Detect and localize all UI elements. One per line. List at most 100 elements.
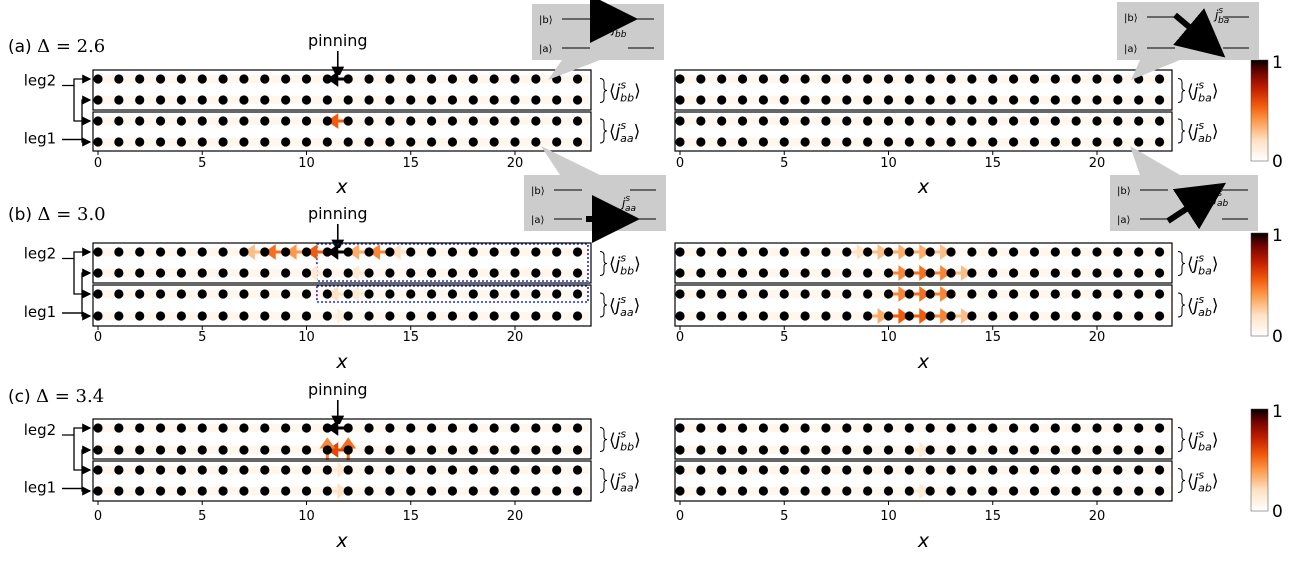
lattice-site bbox=[842, 95, 852, 105]
lattice-site bbox=[1092, 423, 1102, 433]
lattice-site bbox=[779, 465, 789, 475]
symbol: j bbox=[1192, 82, 1199, 102]
lattice-site bbox=[675, 268, 685, 278]
lattice-site bbox=[717, 247, 727, 257]
lattice-site bbox=[406, 465, 416, 475]
lattice-site bbox=[1050, 137, 1060, 147]
lattice-site bbox=[218, 116, 228, 126]
lattice-site bbox=[281, 74, 291, 84]
lattice-site bbox=[967, 247, 977, 257]
lattice-site bbox=[967, 74, 977, 84]
lattice-site bbox=[988, 247, 998, 257]
lattice-site bbox=[468, 95, 478, 105]
leg1-bracket-bottom bbox=[62, 311, 92, 321]
subscript: ab bbox=[1198, 482, 1212, 495]
lattice-site bbox=[800, 247, 810, 257]
leg2-bracket-top bbox=[62, 74, 92, 87]
lattice-site bbox=[696, 247, 706, 257]
x-tick-label: 5 bbox=[198, 156, 206, 171]
lattice-site bbox=[1050, 116, 1060, 126]
lattice-site bbox=[364, 268, 374, 278]
lattice-site bbox=[1050, 311, 1060, 321]
lattice-site bbox=[406, 423, 416, 433]
x-tick-label: 5 bbox=[198, 330, 206, 345]
symbol: j bbox=[614, 122, 621, 142]
x-tick-label: 10 bbox=[298, 330, 315, 345]
lattice-site bbox=[301, 95, 312, 105]
lattice-site bbox=[925, 137, 935, 147]
right-lattice: 0 5 10 15 20x⟨js ba⟩⟨js ab⟩ bbox=[674, 242, 1218, 373]
lattice-site bbox=[301, 465, 312, 475]
brace bbox=[599, 251, 608, 276]
lattice-site bbox=[531, 268, 541, 278]
lattice-site bbox=[1092, 137, 1102, 147]
lattice-site bbox=[510, 423, 520, 433]
bracket-close: ⟩ bbox=[634, 472, 641, 492]
lattice-site bbox=[155, 247, 166, 257]
subscript: ba bbox=[1198, 441, 1212, 454]
lattice-site bbox=[696, 95, 706, 105]
superscript: s bbox=[1198, 293, 1204, 306]
lattice-site bbox=[1071, 311, 1081, 321]
lattice-site bbox=[281, 137, 291, 147]
lattice-site bbox=[1050, 423, 1060, 433]
lattice-site bbox=[904, 445, 914, 455]
current-label: ⟨js aa⟩ bbox=[609, 119, 640, 145]
lattice-site bbox=[93, 445, 103, 455]
leg1-bracket-bottom bbox=[62, 137, 92, 147]
lattice-site bbox=[93, 116, 103, 126]
leg1-bracket-top bbox=[62, 445, 92, 490]
superscript: s bbox=[620, 428, 626, 441]
lattice-site bbox=[427, 95, 437, 105]
leg1-bracket-top bbox=[62, 268, 92, 314]
ket-b: |b⟩ bbox=[1117, 186, 1131, 197]
lattice-site bbox=[572, 486, 583, 496]
lattice-site bbox=[197, 445, 207, 455]
lattice-site bbox=[758, 116, 769, 126]
lattice-site bbox=[447, 74, 458, 84]
lattice-site bbox=[758, 137, 769, 147]
lattice-site bbox=[1113, 445, 1123, 455]
lattice-site bbox=[489, 247, 499, 257]
lattice-site bbox=[1009, 289, 1019, 299]
lattice-site bbox=[883, 268, 894, 278]
lattice-site bbox=[1113, 74, 1123, 84]
lattice-site bbox=[863, 311, 873, 321]
lattice-site bbox=[281, 423, 291, 433]
x-tick-label: 0 bbox=[676, 330, 684, 345]
lattice-site bbox=[427, 247, 437, 257]
lattice-site bbox=[1154, 445, 1165, 455]
lattice-site bbox=[427, 289, 437, 299]
lattice-site bbox=[779, 289, 789, 299]
lattice-site bbox=[1154, 137, 1165, 147]
lattice-site bbox=[93, 465, 103, 475]
lattice-site bbox=[988, 74, 998, 84]
lattice-site bbox=[531, 465, 541, 475]
lattice-site bbox=[155, 289, 166, 299]
lattice-site bbox=[114, 311, 124, 321]
lattice-site bbox=[883, 247, 894, 257]
lattice-site bbox=[1154, 465, 1165, 475]
lattice-site bbox=[385, 465, 395, 475]
lattice-site bbox=[988, 116, 998, 126]
subscript: ba bbox=[1198, 92, 1212, 105]
x-tick-label: 5 bbox=[780, 509, 788, 524]
colorbar bbox=[1250, 59, 1269, 162]
lattice-site bbox=[197, 74, 207, 84]
brace bbox=[1177, 468, 1186, 493]
lattice-site bbox=[322, 268, 332, 278]
symbol: j bbox=[614, 296, 621, 316]
lattice-site bbox=[176, 137, 186, 147]
lattice-site bbox=[135, 486, 145, 496]
lattice-site bbox=[385, 95, 395, 105]
bracket-open: ⟨ bbox=[609, 122, 616, 142]
callout-ba: |b⟩ |a⟩ js ba bbox=[1117, 2, 1259, 80]
bracket-close: ⟩ bbox=[1212, 82, 1219, 102]
lattice-site bbox=[883, 465, 894, 475]
lattice-site bbox=[1154, 486, 1165, 496]
right-lattice: 0 5 10 15 20x⟨js ba⟩⟨js ab⟩ bbox=[674, 69, 1219, 198]
lattice-site bbox=[531, 74, 541, 84]
lattice-site bbox=[1154, 311, 1165, 321]
left-lattice: 0 5 10 15 20x⟨js bb⟩⟨js aa⟩ bbox=[92, 418, 641, 552]
